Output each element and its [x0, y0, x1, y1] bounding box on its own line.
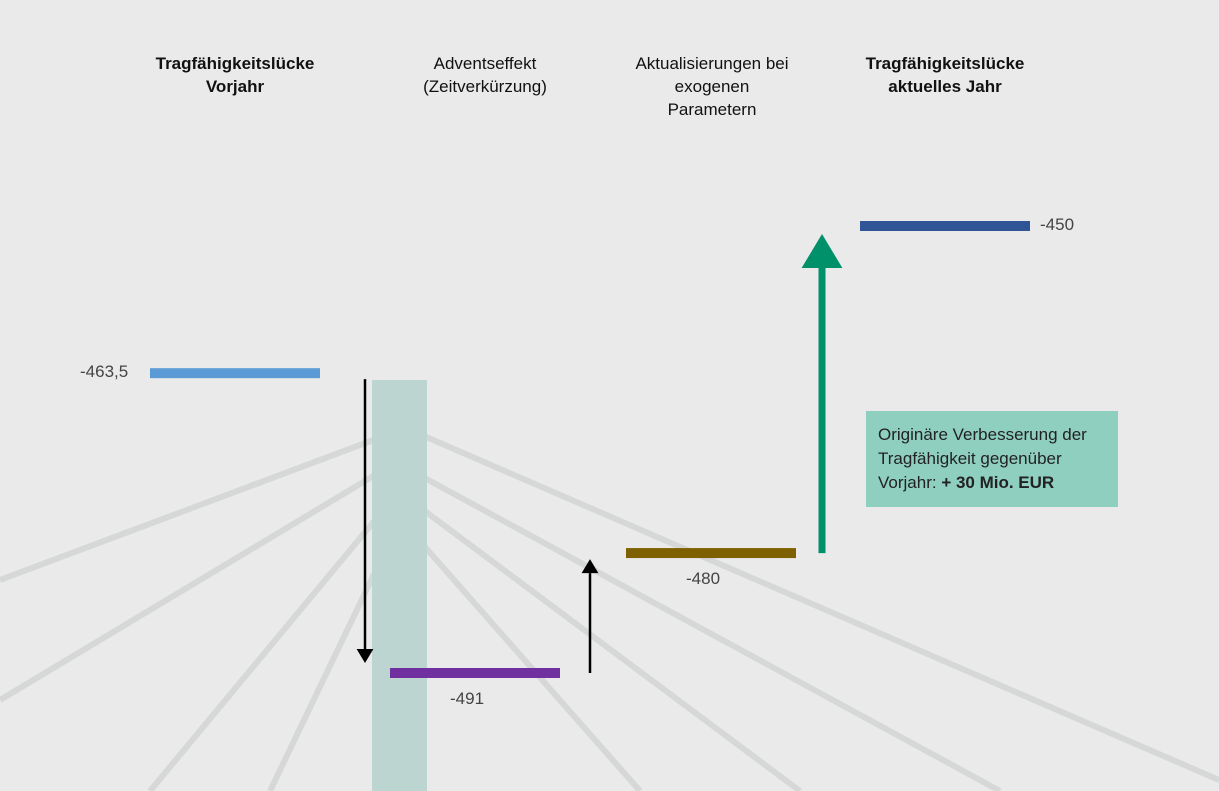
value-label: -463,5 [80, 362, 129, 382]
level-bar [150, 368, 320, 379]
annotation-text: Originäre Verbesserung der Tragfähigkeit… [878, 425, 1087, 492]
background-bridge [0, 380, 1219, 791]
value-label: -450 [1040, 215, 1075, 234]
category-label: Adventseffekt (Zeitverkürzung) [423, 54, 547, 96]
value-label: -480 [686, 569, 721, 589]
value-label: -491 [450, 689, 485, 708]
level-bar [860, 221, 1030, 231]
arrow-head [581, 559, 599, 574]
level-bar [390, 668, 560, 678]
category-label: Tragfähigkeitslücke Vorjahr [155, 54, 315, 96]
category-label: Tragfähigkeitslücke aktuelles Jahr [865, 54, 1025, 96]
annotation-emphasis: + 30 Mio. EUR [941, 473, 1055, 492]
annotation-box: Originäre Verbesserung der Tragfähigkeit… [866, 411, 1118, 507]
level-bar [626, 548, 796, 559]
arrow-head [356, 649, 374, 663]
arrow-head [801, 234, 843, 268]
category-label: Aktualisierungen bei exogenen Parametern [635, 54, 789, 119]
